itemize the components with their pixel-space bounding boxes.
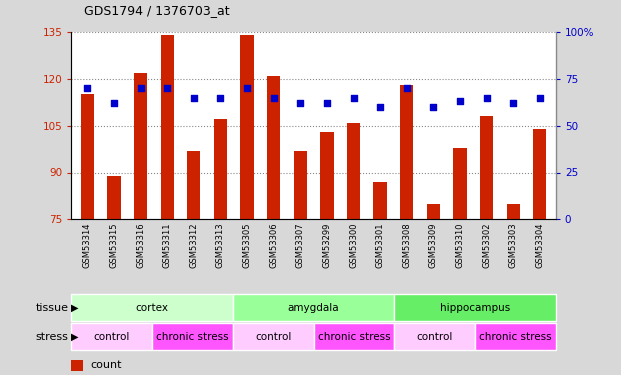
- Bar: [187, 151, 201, 219]
- Bar: [71, 360, 83, 371]
- Bar: [267, 76, 280, 219]
- Bar: [533, 129, 546, 219]
- Point: [162, 85, 172, 91]
- Text: control: control: [94, 332, 130, 342]
- Bar: [314, 323, 394, 350]
- Bar: [134, 72, 147, 219]
- Text: chronic stress: chronic stress: [479, 332, 551, 342]
- Point: [348, 94, 358, 100]
- Bar: [107, 176, 120, 219]
- Bar: [475, 323, 556, 350]
- Bar: [347, 123, 360, 219]
- Point: [455, 98, 465, 104]
- Bar: [320, 132, 333, 219]
- Text: stress: stress: [35, 332, 68, 342]
- Text: GDS1794 / 1376703_at: GDS1794 / 1376703_at: [84, 4, 230, 17]
- Bar: [71, 294, 233, 321]
- Bar: [152, 323, 233, 350]
- Point: [83, 85, 93, 91]
- Point: [135, 85, 145, 91]
- Text: cortex: cortex: [135, 303, 169, 313]
- Point: [296, 100, 306, 106]
- Point: [375, 104, 385, 110]
- Text: control: control: [255, 332, 291, 342]
- Point: [242, 85, 252, 91]
- Text: amygdala: amygdala: [288, 303, 340, 313]
- Bar: [240, 35, 254, 219]
- Bar: [214, 119, 227, 219]
- Bar: [233, 294, 394, 321]
- Text: ▶: ▶: [71, 332, 79, 342]
- Point: [322, 100, 332, 106]
- Point: [109, 100, 119, 106]
- Point: [402, 85, 412, 91]
- Point: [535, 94, 545, 100]
- Bar: [427, 204, 440, 219]
- Point: [189, 94, 199, 100]
- Point: [269, 94, 279, 100]
- Text: chronic stress: chronic stress: [156, 332, 229, 342]
- Bar: [161, 35, 174, 219]
- Bar: [453, 147, 466, 219]
- Bar: [373, 182, 387, 219]
- Point: [482, 94, 492, 100]
- Bar: [394, 294, 556, 321]
- Bar: [81, 94, 94, 219]
- Bar: [233, 323, 314, 350]
- Text: control: control: [417, 332, 453, 342]
- Point: [215, 94, 225, 100]
- Bar: [71, 323, 152, 350]
- Text: count: count: [90, 360, 122, 370]
- Bar: [480, 116, 493, 219]
- Bar: [400, 85, 414, 219]
- Bar: [294, 151, 307, 219]
- Text: chronic stress: chronic stress: [318, 332, 390, 342]
- Bar: [507, 204, 520, 219]
- Text: hippocampus: hippocampus: [440, 303, 510, 313]
- Bar: [394, 323, 475, 350]
- Point: [508, 100, 518, 106]
- Text: tissue: tissue: [35, 303, 68, 313]
- Text: ▶: ▶: [71, 303, 79, 313]
- Point: [428, 104, 438, 110]
